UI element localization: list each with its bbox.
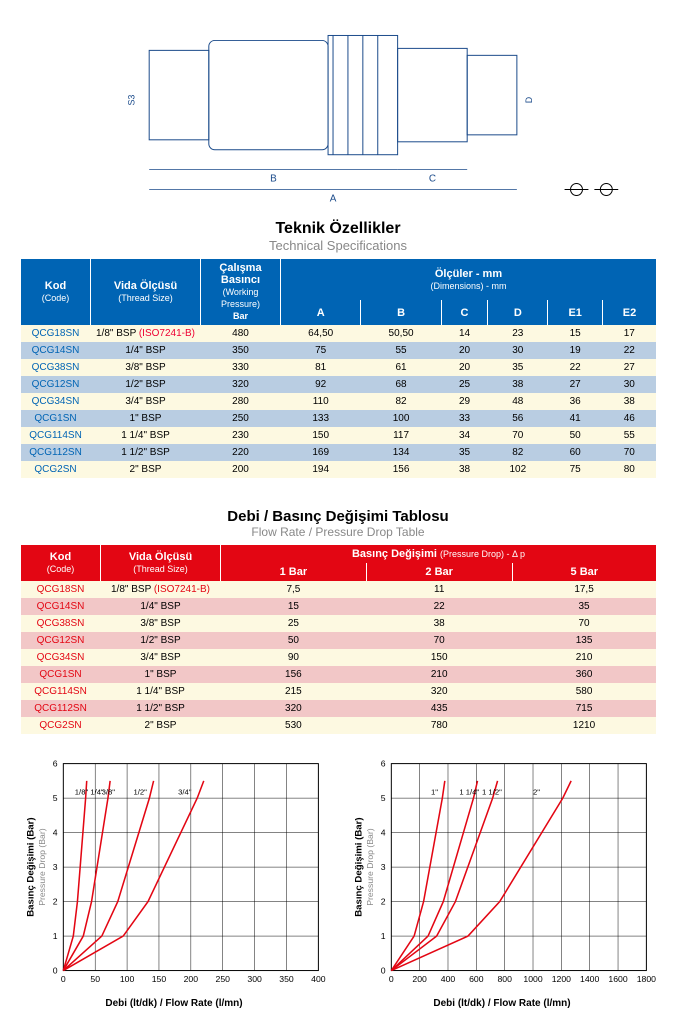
- svg-text:2": 2": [533, 787, 540, 796]
- svg-text:2: 2: [53, 896, 58, 906]
- table-row: QCG12SN1/2" BSP320926825382730: [21, 376, 657, 393]
- technical-drawing: A B C S3 D: [20, 10, 656, 210]
- svg-text:400: 400: [441, 974, 456, 984]
- svg-text:3/4": 3/4": [178, 787, 192, 796]
- svg-text:150: 150: [152, 974, 167, 984]
- svg-text:6: 6: [53, 759, 58, 769]
- svg-text:1200: 1200: [552, 974, 571, 984]
- svg-text:4: 4: [381, 827, 386, 837]
- svg-text:1400: 1400: [580, 974, 599, 984]
- table-row: QCG14SN1/4" BSP350755520301922: [21, 342, 657, 359]
- table-row: QCG38SN3/8" BSP330816120352227: [21, 359, 657, 376]
- table-row: QCG114SN1 1/4" BSP23015011734705055: [21, 427, 657, 444]
- table-row: QCG1SN1" BSP156210360: [21, 666, 657, 683]
- table-row: QCG112SN1 1/2" BSP22016913435826070: [21, 444, 657, 461]
- col-code: Kod: [45, 280, 66, 292]
- svg-text:1/8" 1/4": 1/8" 1/4": [75, 787, 104, 796]
- svg-text:1 1/2": 1 1/2": [482, 787, 502, 796]
- svg-text:B: B: [270, 174, 277, 185]
- svg-text:400: 400: [311, 974, 326, 984]
- table-row: QCG38SN3/8" BSP253870: [21, 615, 657, 632]
- svg-text:200: 200: [412, 974, 427, 984]
- svg-text:1/2": 1/2": [133, 787, 147, 796]
- svg-text:Pressure Drop (Bar): Pressure Drop (Bar): [37, 828, 47, 906]
- svg-text:Pressure Drop (Bar): Pressure Drop (Bar): [365, 828, 375, 906]
- chart-right: 0 200 400 600 800 1000 1200 1400 1600 1800 0 1 2 3 4 5 6…: [348, 754, 656, 1009]
- svg-text:S3: S3: [126, 95, 136, 106]
- svg-text:C: C: [429, 174, 436, 185]
- table-row: QCG2SN2" BSP200194156381027580: [21, 461, 657, 478]
- svg-text:50: 50: [90, 974, 100, 984]
- svg-text:300: 300: [247, 974, 262, 984]
- col-dims: Ölçüler - mm: [435, 268, 502, 280]
- svg-text:1000: 1000: [523, 974, 542, 984]
- svg-text:A: A: [330, 193, 337, 204]
- svg-text:5: 5: [53, 793, 58, 803]
- svg-text:1: 1: [53, 931, 58, 941]
- drop-title: Debi / Basınç Değişimi Tablosu: [20, 508, 656, 525]
- table-row: QCG112SN1 1/2" BSP320435715: [21, 700, 657, 717]
- table-row: QCG34SN3/4" BSP90150210: [21, 649, 657, 666]
- svg-text:0: 0: [381, 965, 386, 975]
- table-row: QCG34SN3/4" BSP2801108229483638: [21, 393, 657, 410]
- chart-left: 0 50 100 150 200 250 300 350 400 0 1 2 3 4 5 6 Basınç De…: [20, 754, 328, 1009]
- col-press: Çalışma Basıncı: [219, 262, 261, 286]
- table-row: QCG18SN1/8" BSP (ISO7241-B)48064,5050,50…: [21, 325, 657, 342]
- svg-text:1800: 1800: [637, 974, 656, 984]
- svg-text:6: 6: [381, 759, 386, 769]
- svg-text:3/8": 3/8": [102, 787, 116, 796]
- svg-text:2: 2: [381, 896, 386, 906]
- svg-text:4: 4: [53, 827, 58, 837]
- table-row: QCG1SN1" BSP25013310033564146: [21, 410, 657, 427]
- svg-text:350: 350: [279, 974, 294, 984]
- drop-title-en: Flow Rate / Pressure Drop Table: [20, 525, 656, 539]
- spec-table: Kod(Code) Vida Ölçüsü(Thread Size) Çalış…: [20, 259, 656, 478]
- svg-text:1: 1: [381, 931, 386, 941]
- svg-text:1600: 1600: [608, 974, 627, 984]
- svg-text:600: 600: [469, 974, 484, 984]
- svg-text:Basınç Değişimi (Bar): Basınç Değişimi (Bar): [353, 817, 364, 916]
- svg-text:3: 3: [53, 862, 58, 872]
- svg-text:100: 100: [120, 974, 135, 984]
- svg-text:0: 0: [61, 974, 66, 984]
- svg-text:5: 5: [381, 793, 386, 803]
- svg-text:1 1/4": 1 1/4": [459, 787, 479, 796]
- table-row: QCG2SN2" BSP5307801210: [21, 717, 657, 734]
- svg-text:1": 1": [431, 787, 438, 796]
- table-row: QCG12SN1/2" BSP5070135: [21, 632, 657, 649]
- spec-title-en: Technical Specifications: [20, 238, 656, 253]
- table-row: QCG114SN1 1/4" BSP215320580: [21, 683, 657, 700]
- svg-text:0: 0: [389, 974, 394, 984]
- drop-table: Kod(Code) Vida Ölçüsü(Thread Size) Basın…: [20, 545, 656, 734]
- svg-text:D: D: [524, 96, 534, 103]
- table-row: QCG14SN1/4" BSP152235: [21, 598, 657, 615]
- svg-text:800: 800: [497, 974, 512, 984]
- svg-text:200: 200: [184, 974, 199, 984]
- svg-text:0: 0: [53, 965, 58, 975]
- col-thread: Vida Ölçüsü: [114, 280, 177, 292]
- svg-text:Basınç Değişimi (Bar): Basınç Değişimi (Bar): [25, 817, 36, 916]
- svg-text:250: 250: [216, 974, 231, 984]
- spec-title: Teknik Özellikler: [20, 220, 656, 238]
- svg-text:3: 3: [381, 862, 386, 872]
- table-row: QCG18SN1/8" BSP (ISO7241-B)7,51117,5: [21, 581, 657, 598]
